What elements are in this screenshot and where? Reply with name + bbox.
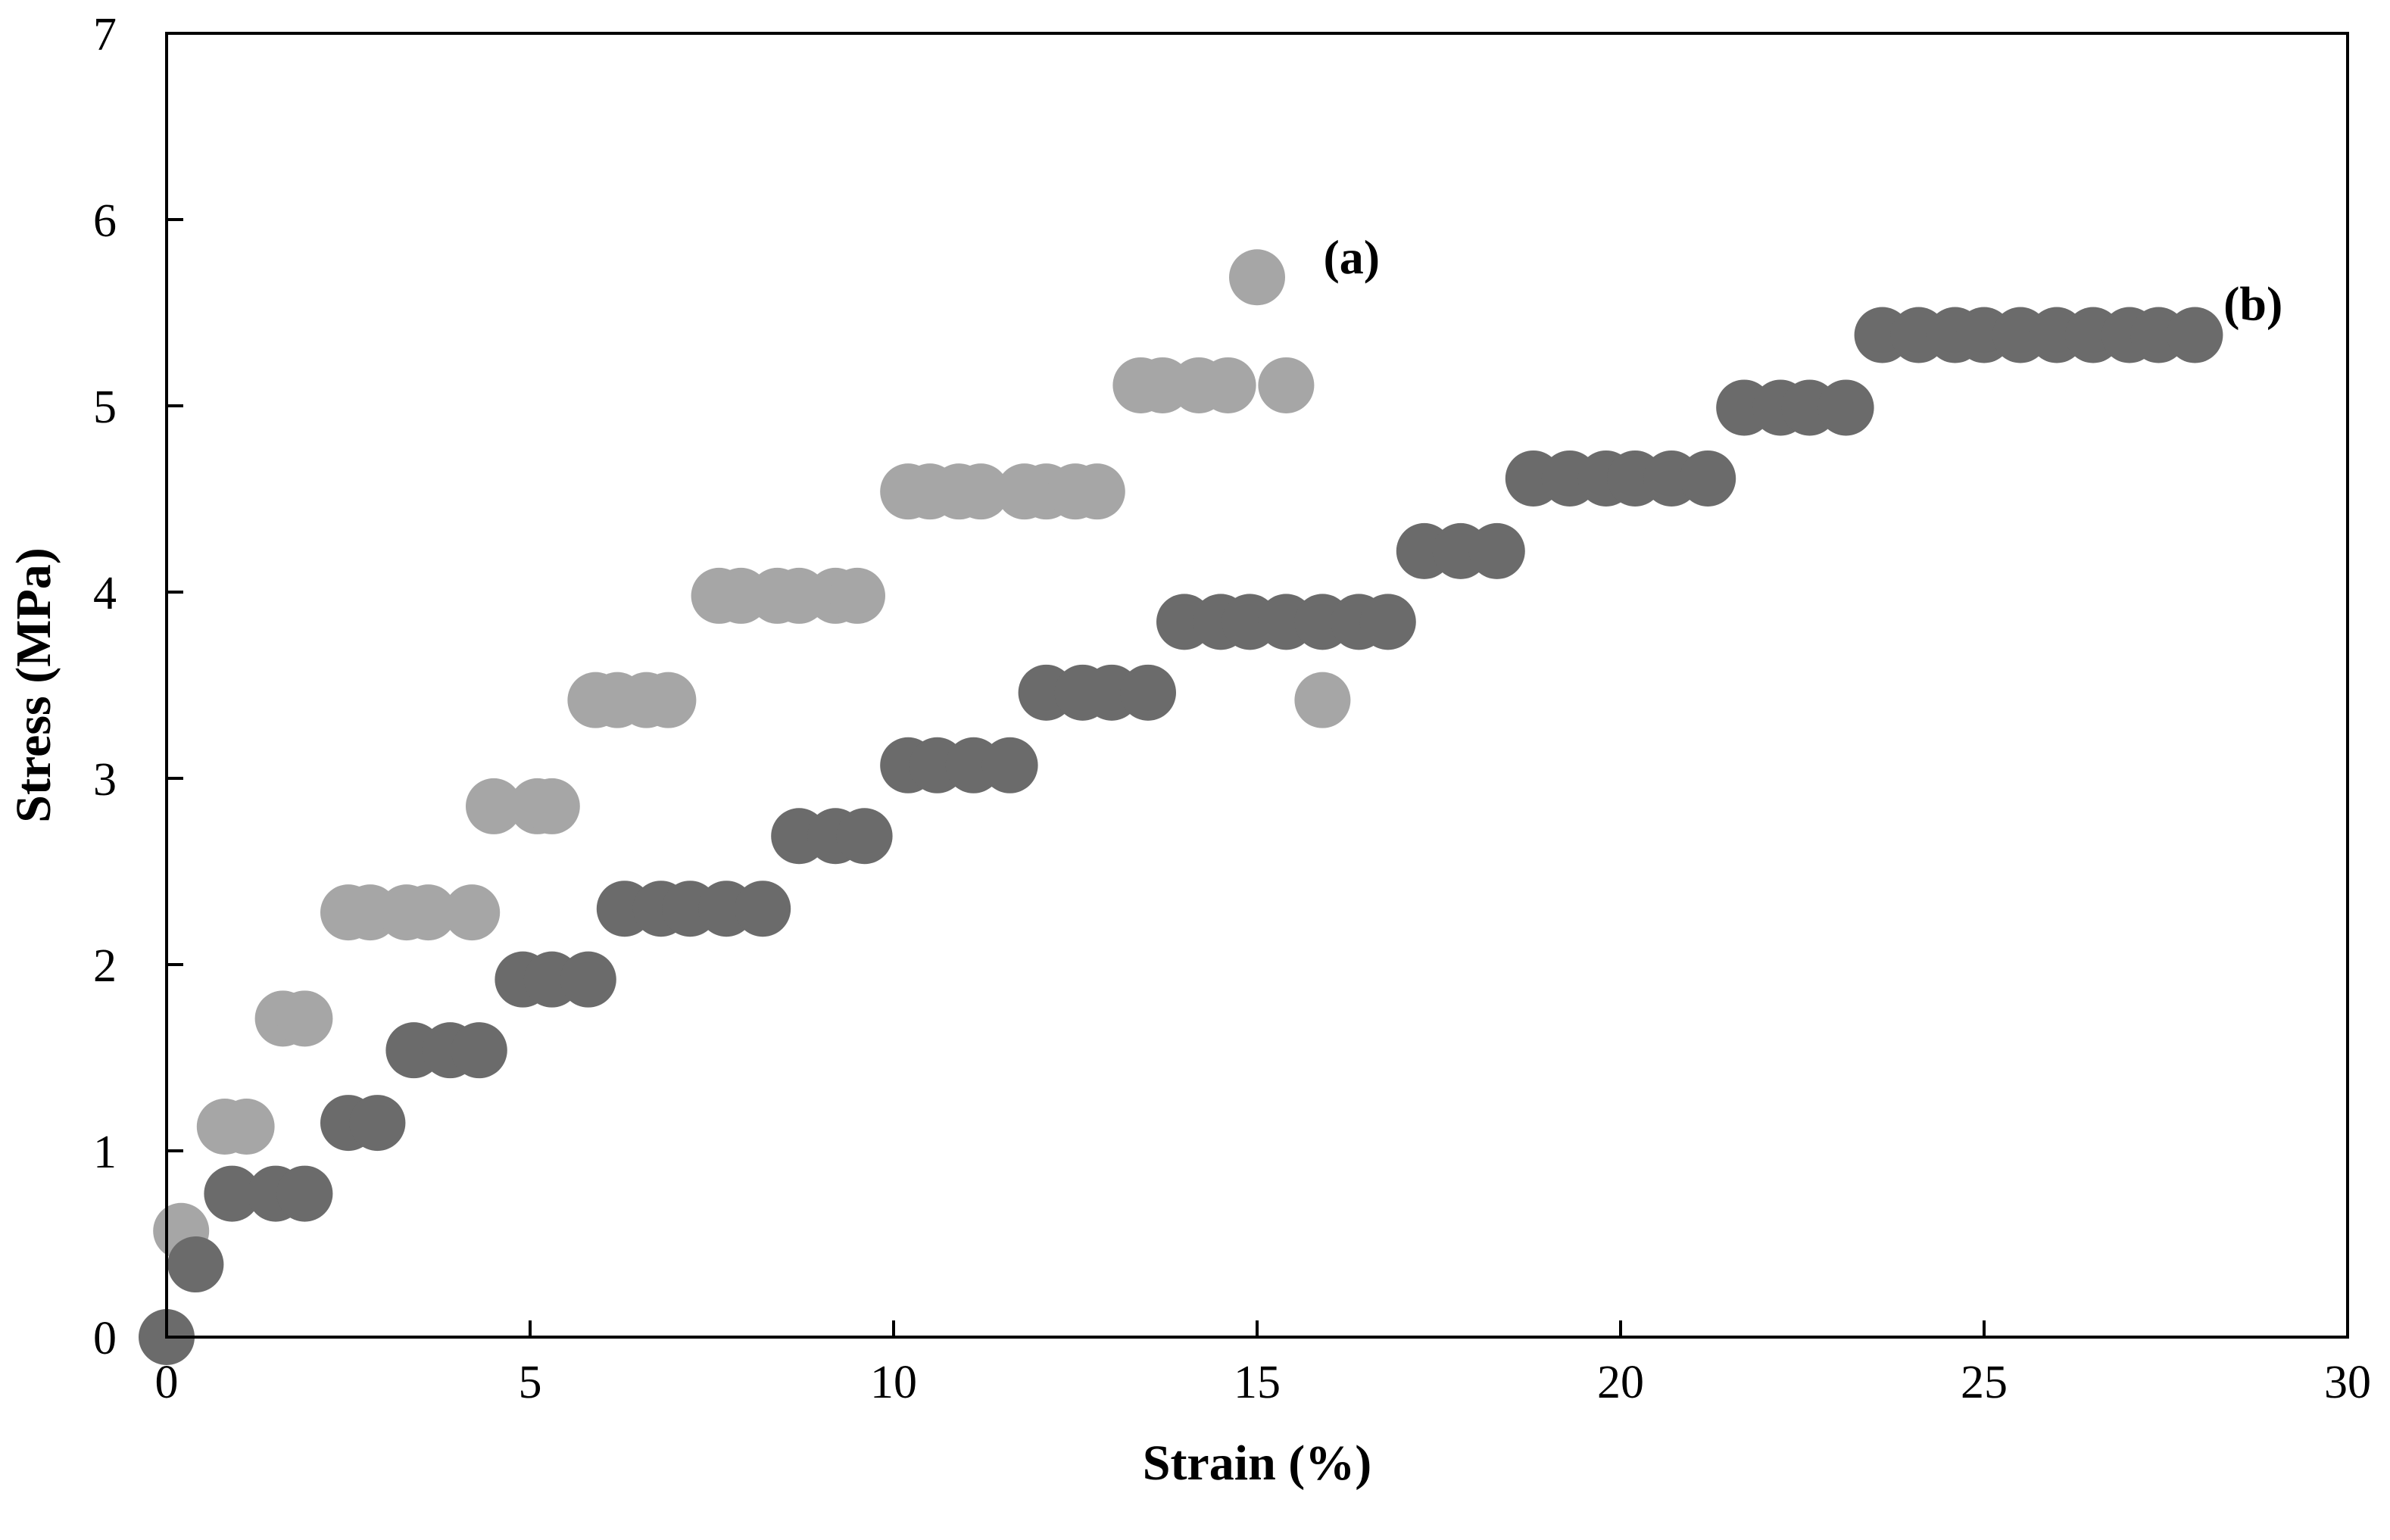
data-point xyxy=(1200,357,1256,413)
data-point xyxy=(1359,594,1416,650)
data-point xyxy=(1294,672,1351,728)
y-tick-label: 0 xyxy=(93,1313,117,1364)
y-tick-label: 3 xyxy=(93,754,117,806)
series-annotation: (b) xyxy=(2223,277,2282,331)
data-point xyxy=(218,1099,275,1155)
x-tick-label: 0 xyxy=(155,1357,179,1408)
data-point xyxy=(2167,307,2223,363)
axis-ticks xyxy=(165,32,2349,1339)
data-point xyxy=(560,951,616,1008)
y-axis-title: Stress (MPa) xyxy=(6,547,61,823)
data-point xyxy=(1069,463,1125,520)
data-point xyxy=(276,1165,333,1222)
series-a-points xyxy=(153,249,1351,1259)
y-tick-label: 7 xyxy=(93,9,117,61)
series-b-points xyxy=(139,307,2223,1365)
data-point xyxy=(640,672,697,728)
data-point xyxy=(1120,664,1176,721)
data-point xyxy=(444,884,501,941)
annotations: (a) (b) xyxy=(1323,230,2282,331)
data-point xyxy=(1680,450,1736,507)
data-point xyxy=(466,778,522,834)
data-point xyxy=(1468,522,1525,579)
plot-frame xyxy=(165,32,2349,1339)
x-tick-label: 20 xyxy=(1597,1357,1644,1408)
y-tick-label: 4 xyxy=(93,568,117,619)
x-tick-label: 10 xyxy=(870,1357,917,1408)
data-point xyxy=(836,808,893,865)
data-points-layer xyxy=(139,249,2223,1365)
data-point xyxy=(829,567,885,624)
data-point xyxy=(1817,379,1874,436)
data-point xyxy=(1258,357,1315,413)
series-annotation: (a) xyxy=(1323,230,1380,284)
data-point xyxy=(451,1022,507,1079)
data-point xyxy=(167,1236,224,1293)
data-point xyxy=(953,463,1009,520)
data-point xyxy=(349,1095,406,1152)
data-point xyxy=(276,990,333,1047)
x-tick-label: 5 xyxy=(519,1357,542,1408)
data-point xyxy=(204,1165,261,1222)
x-tick-label: 25 xyxy=(1961,1357,2008,1408)
data-point xyxy=(1229,249,1285,306)
x-tick-label: 15 xyxy=(1234,1357,1281,1408)
y-tick-label: 6 xyxy=(93,195,117,247)
axis-tick-labels: 0 5 10 15 20 25 30 0 1 2 3 4 5 6 7 xyxy=(93,9,2371,1408)
data-point xyxy=(400,884,457,941)
y-tick-label: 2 xyxy=(93,940,117,992)
x-tick-label: 30 xyxy=(2324,1357,2371,1408)
data-point xyxy=(981,737,1038,793)
y-tick-label: 5 xyxy=(93,382,117,433)
x-axis-title: Strain (%) xyxy=(1143,1436,1371,1491)
data-point xyxy=(735,881,791,937)
data-point xyxy=(523,778,580,834)
y-tick-label: 1 xyxy=(93,1127,117,1178)
